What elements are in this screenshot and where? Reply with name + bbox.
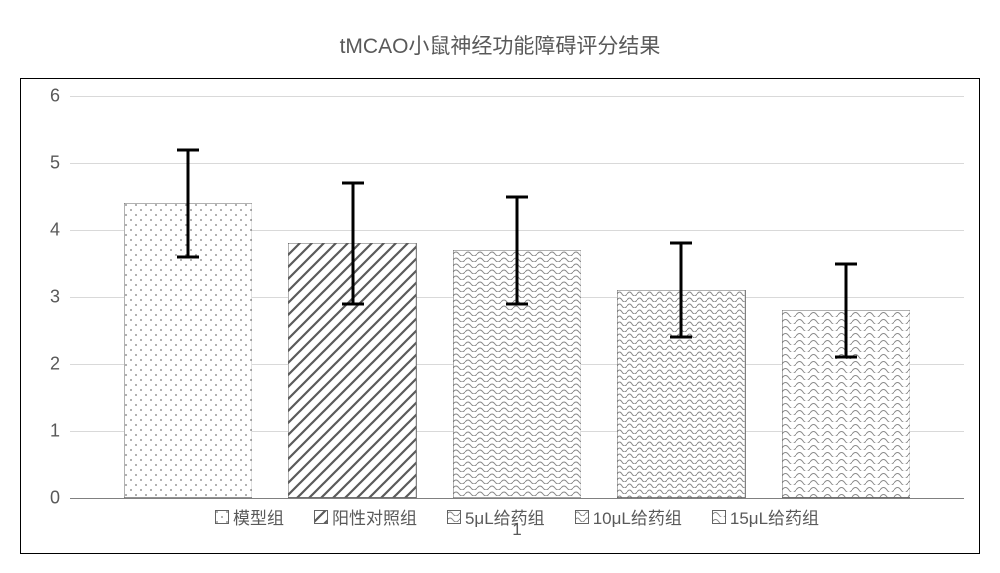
gridline <box>70 163 964 164</box>
legend-label: 阳性对照组 <box>332 504 417 529</box>
y-tick-label: 1 <box>10 421 60 442</box>
error-bar <box>680 243 683 337</box>
error-bar <box>516 197 519 304</box>
error-bar-cap <box>177 255 199 258</box>
legend-item: 阳性对照组 <box>314 504 417 529</box>
error-bar-cap <box>506 302 528 305</box>
error-bar <box>844 264 847 358</box>
x-tick-label: 1 <box>512 520 521 540</box>
legend-item: 10μL给药组 <box>575 504 682 529</box>
y-tick-label: 5 <box>10 153 60 174</box>
legend-label: 5μL给药组 <box>465 504 545 529</box>
legend-label: 模型组 <box>233 504 284 529</box>
error-bar-cap <box>342 302 364 305</box>
y-tick-label: 2 <box>10 354 60 375</box>
legend-label: 10μL给药组 <box>593 504 682 529</box>
legend-label: 15μL给药组 <box>730 504 819 529</box>
error-bar-cap <box>835 262 857 265</box>
error-bar-cap <box>177 148 199 151</box>
legend-swatch <box>447 510 461 524</box>
y-tick-label: 6 <box>10 86 60 107</box>
gridline <box>70 96 964 97</box>
legend-item: 模型组 <box>215 504 284 529</box>
x-axis-line <box>70 498 964 499</box>
error-bar-cap <box>670 242 692 245</box>
legend-swatch <box>314 510 328 524</box>
error-bar <box>187 150 190 257</box>
legend-swatch <box>215 510 229 524</box>
chart-container: tMCAO小鼠神经功能障碍评分结果 <box>0 0 1000 573</box>
y-tick-label: 4 <box>10 220 60 241</box>
legend-item: 15μL给药组 <box>712 504 819 529</box>
chart-title: tMCAO小鼠神经功能障碍评分结果 <box>0 30 1000 60</box>
error-bar <box>351 183 354 304</box>
error-bar-cap <box>835 356 857 359</box>
legend-swatch <box>712 510 726 524</box>
y-tick-label: 3 <box>10 287 60 308</box>
error-bar-cap <box>342 182 364 185</box>
y-tick-label: 0 <box>10 488 60 509</box>
legend-item: 5μL给药组 <box>447 504 545 529</box>
error-bar-cap <box>506 195 528 198</box>
error-bar-cap <box>670 336 692 339</box>
legend-swatch <box>575 510 589 524</box>
